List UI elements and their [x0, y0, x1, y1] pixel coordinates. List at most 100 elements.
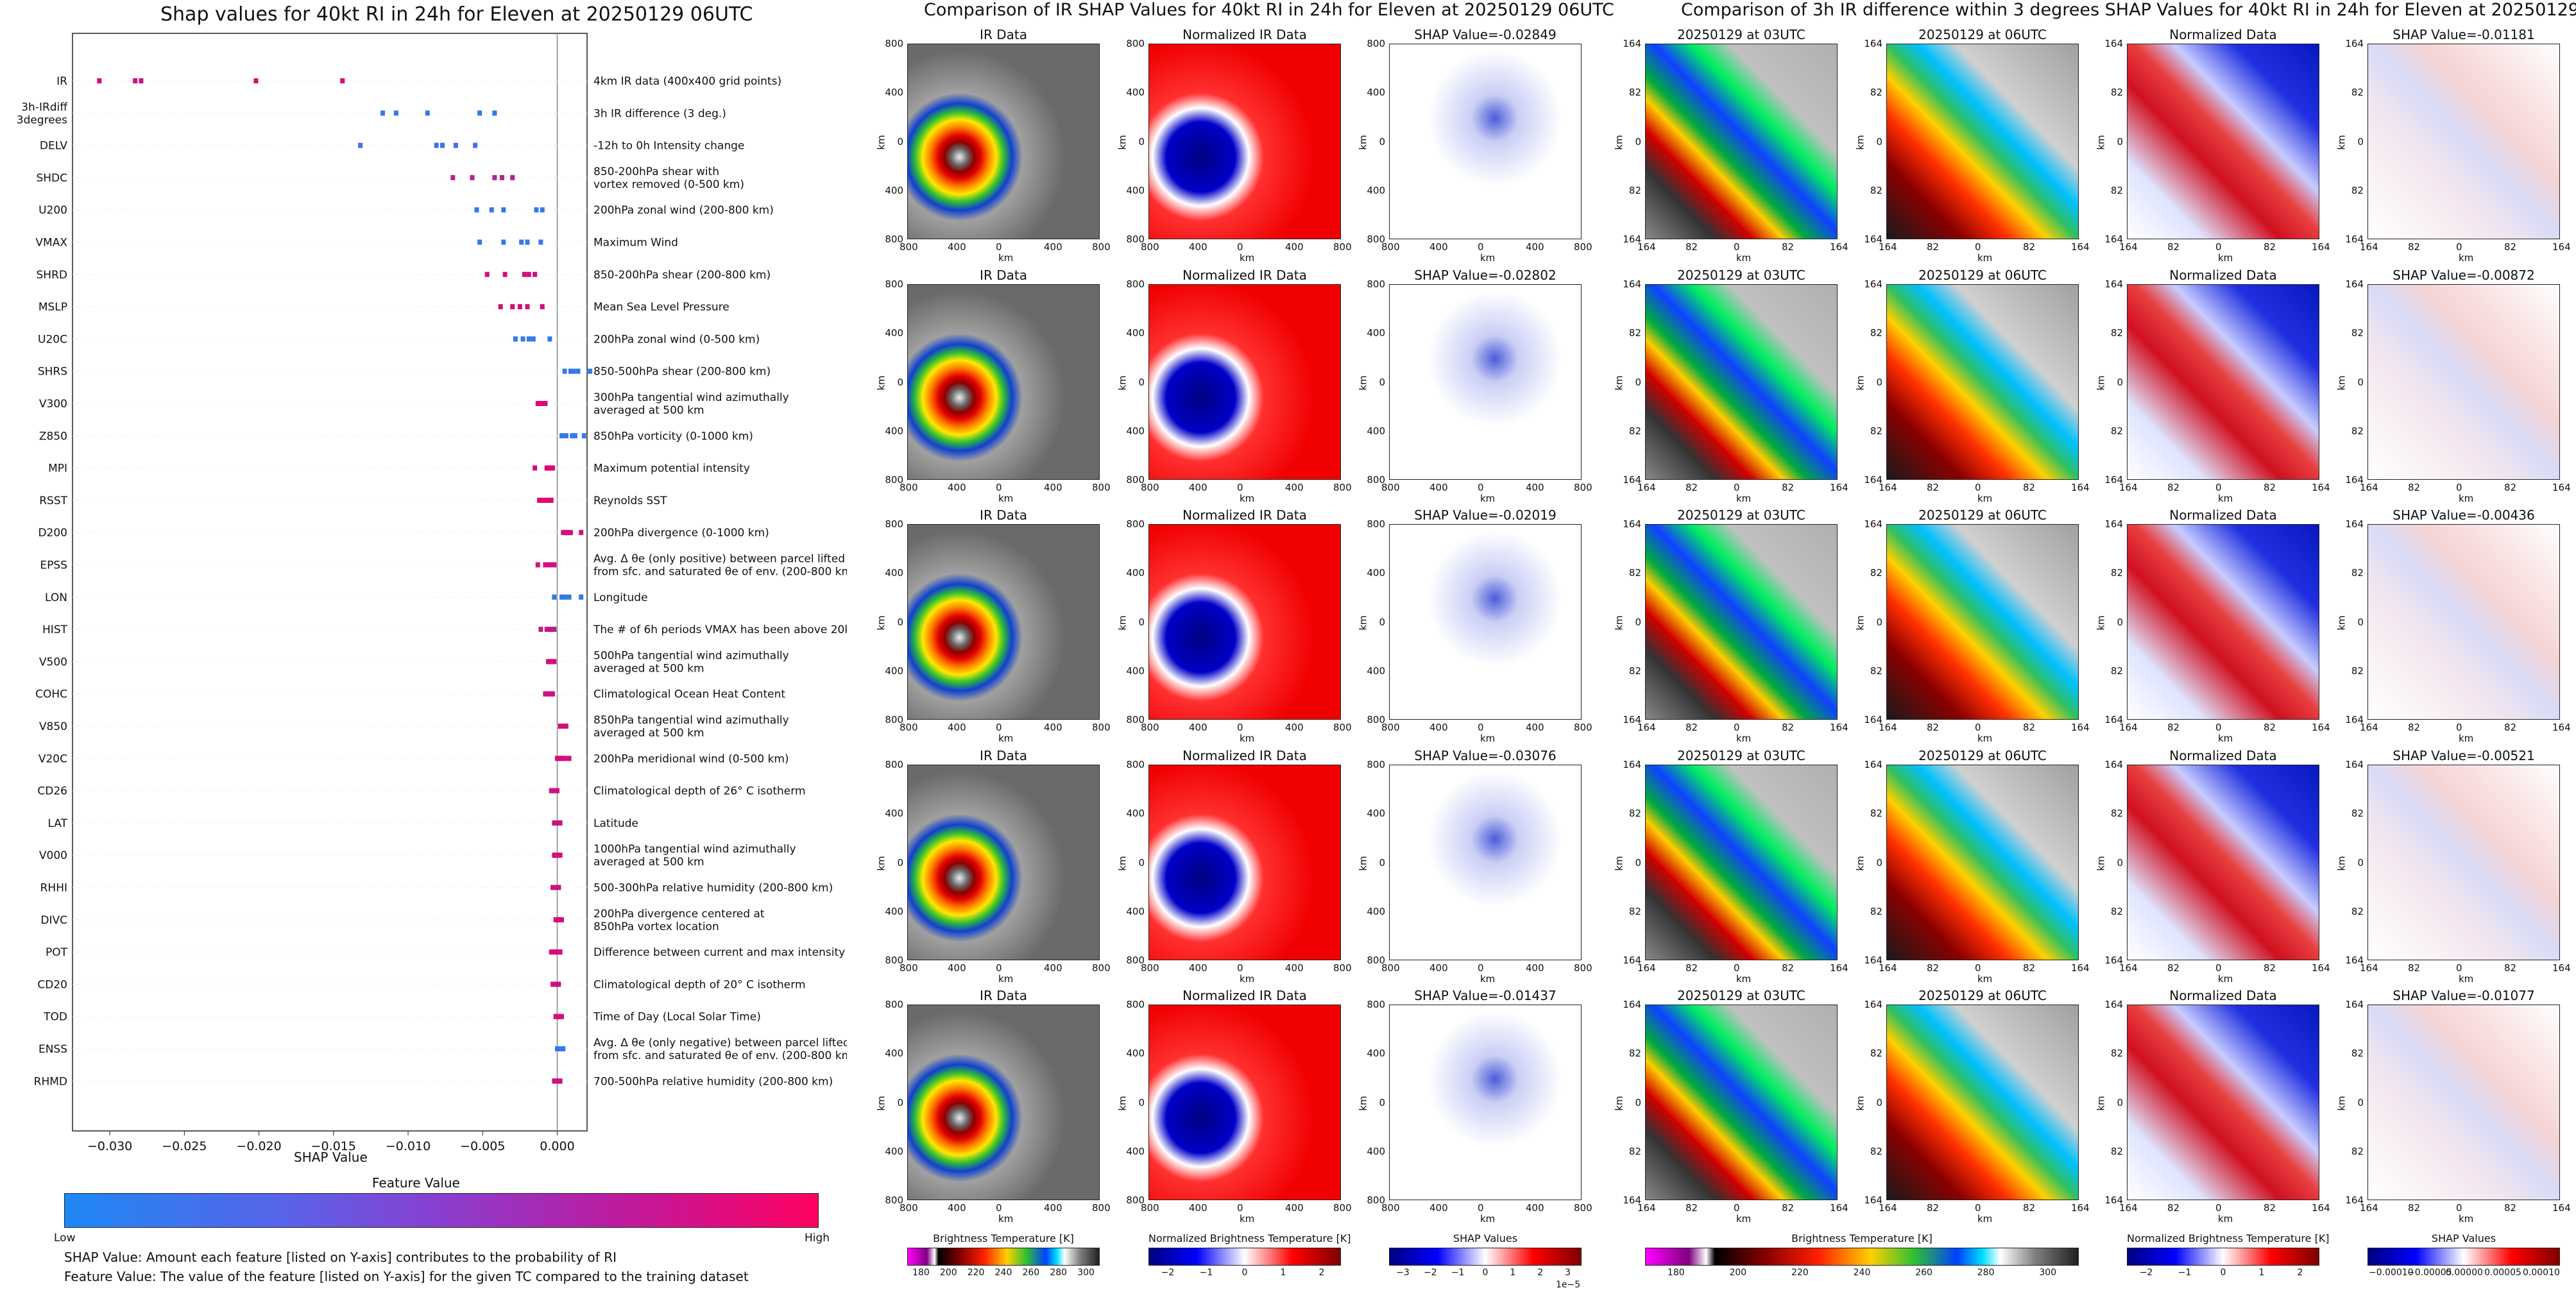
- shap-summary-title: Shap values for 40kt RI in 24h for Eleve…: [160, 3, 753, 26]
- feature-code-label: Z850: [39, 430, 67, 443]
- x-axis-label: km: [2459, 973, 2474, 985]
- shap-point: [542, 497, 547, 503]
- ir-data-panel-3: [907, 524, 1100, 720]
- y-tick-label: 164: [1864, 759, 1882, 770]
- x-tick-label: 800: [1141, 241, 1159, 253]
- colorbar-tick-label: 200: [939, 1268, 957, 1278]
- colorbar-tick-label: −2: [1423, 1268, 1437, 1278]
- shap-point: [559, 917, 564, 922]
- x-tick-label: 800: [900, 722, 918, 733]
- y-tick-label: 82: [2351, 327, 2364, 339]
- feature-desc-label: Latitude: [593, 817, 638, 830]
- x-tick-label: 82: [2023, 1202, 2036, 1214]
- x-tick-label: 800: [1381, 482, 1400, 493]
- y-tick-label: 800: [1126, 955, 1145, 966]
- y-axis-label: km: [1116, 855, 1129, 871]
- feature-code-label: POT: [46, 946, 68, 959]
- ir-06utc-panel-1: [1886, 44, 2079, 239]
- diff-shap-panel-4-title: SHAP Value=-0.00521: [2393, 748, 2535, 763]
- y-tick-label: 0: [1379, 616, 1385, 628]
- shap-point: [501, 239, 506, 245]
- y-tick-label: 82: [1870, 905, 1882, 917]
- y-tick-label: 82: [2110, 327, 2123, 339]
- shap-point: [393, 110, 398, 116]
- y-tick-label: 164: [1623, 759, 1641, 770]
- y-tick-label: 800: [885, 955, 903, 966]
- x-tick-label: 82: [2264, 962, 2276, 974]
- x-tick-label: 0: [1478, 1202, 1484, 1214]
- shap-point: [517, 304, 522, 310]
- y-tick-label: 400: [1367, 425, 1385, 437]
- x-tick-label: 400: [948, 962, 966, 974]
- diff-brightness-colorbar-label: Brightness Temperature [K]: [1791, 1232, 1932, 1244]
- ir-shap-panel-4-title: SHAP Value=-0.03076: [1414, 748, 1557, 763]
- colorbar-tick-label: −2: [2139, 1268, 2153, 1278]
- normalized-ir-panel-3: [1148, 524, 1341, 720]
- feature-code-label: V500: [39, 656, 67, 668]
- y-tick-label: 400: [1126, 567, 1145, 579]
- x-tick-label: −0.030: [87, 1139, 132, 1153]
- shap-point: [562, 756, 567, 761]
- diff-shap-panel-5: [2367, 1005, 2560, 1200]
- x-tick-label: 800: [1141, 962, 1159, 974]
- feature-desc-label: vortex removed (0-500 km): [593, 178, 744, 191]
- y-tick-label: 0: [2357, 135, 2364, 148]
- shap-point: [440, 142, 445, 148]
- feature-desc-label: Climatological Ocean Heat Content: [593, 688, 785, 701]
- feature-code-label: LON: [45, 591, 67, 604]
- y-tick-label: 400: [885, 184, 903, 196]
- y-tick-label: 0: [1635, 135, 1641, 148]
- y-tick-label: 400: [1126, 1145, 1145, 1157]
- ir-03utc-panel-5-image: [1646, 1005, 1837, 1200]
- y-tick-label: 164: [2104, 955, 2123, 966]
- shap-point: [533, 465, 538, 471]
- y-tick-label: 800: [1126, 714, 1145, 726]
- x-tick-label: 82: [1782, 482, 1795, 493]
- normalized-diff-panel-5: [2127, 1005, 2319, 1200]
- diff-shap-panel-3-image: [2368, 525, 2559, 719]
- x-axis-label: km: [998, 973, 1014, 985]
- y-tick-label: 82: [1870, 1145, 1882, 1157]
- x-tick-label: 0: [2456, 722, 2462, 733]
- y-tick-label: 800: [885, 474, 903, 486]
- shap-point: [559, 433, 564, 439]
- normalized-ir-panel-4: [1148, 765, 1341, 960]
- shap-point: [543, 562, 548, 568]
- colorbar-scale-label: 1e−5: [1556, 1280, 1581, 1290]
- ir-06utc-panel-3-title: 20250129 at 06UTC: [1918, 507, 2047, 523]
- y-tick-label: 400: [885, 425, 903, 437]
- x-tick-label: 82: [2504, 482, 2517, 493]
- normalized-ir-panel-4-title: Normalized IR Data: [1182, 748, 1307, 763]
- shap-point: [558, 949, 563, 955]
- x-axis-label: km: [1736, 493, 1752, 504]
- x-tick-label: 0: [2215, 241, 2222, 253]
- normalized-ir-panel-4-image: [1149, 765, 1340, 960]
- y-tick-label: 400: [885, 905, 903, 917]
- x-tick-label: 0: [1237, 241, 1243, 253]
- x-tick-label: 0: [1734, 1202, 1740, 1214]
- y-tick-label: 82: [1870, 425, 1882, 437]
- y-tick-label: 164: [2345, 233, 2364, 245]
- y-tick-label: 400: [1126, 184, 1145, 196]
- ir-shap-panel-1-title: SHAP Value=-0.02849: [1414, 27, 1557, 42]
- y-tick-label: 164: [2345, 759, 2364, 770]
- y-axis-label: km: [2335, 1095, 2348, 1111]
- shap-point: [526, 271, 531, 277]
- shap-point: [559, 1014, 564, 1019]
- shap-point: [498, 304, 503, 310]
- y-axis-label: km: [1613, 1095, 1625, 1111]
- x-tick-label: 82: [1685, 722, 1698, 733]
- x-tick-label: 0: [1237, 482, 1243, 493]
- x-tick-label: −0.020: [236, 1139, 281, 1153]
- colorbar-tick-label: 1: [1280, 1268, 1286, 1278]
- x-tick-label: 164: [2360, 1202, 2378, 1214]
- y-axis-label: km: [2335, 615, 2348, 631]
- normalized-ir-panel-5-image: [1149, 1005, 1340, 1200]
- y-tick-label: 0: [1138, 135, 1145, 148]
- x-tick-label: 400: [1285, 722, 1304, 733]
- x-tick-label: 164: [1879, 241, 1897, 253]
- x-tick-label: 400: [1526, 482, 1544, 493]
- shap-point: [535, 562, 540, 568]
- y-axis-label: km: [1357, 615, 1369, 631]
- colorbar-tick-label: 0: [1241, 1268, 1248, 1278]
